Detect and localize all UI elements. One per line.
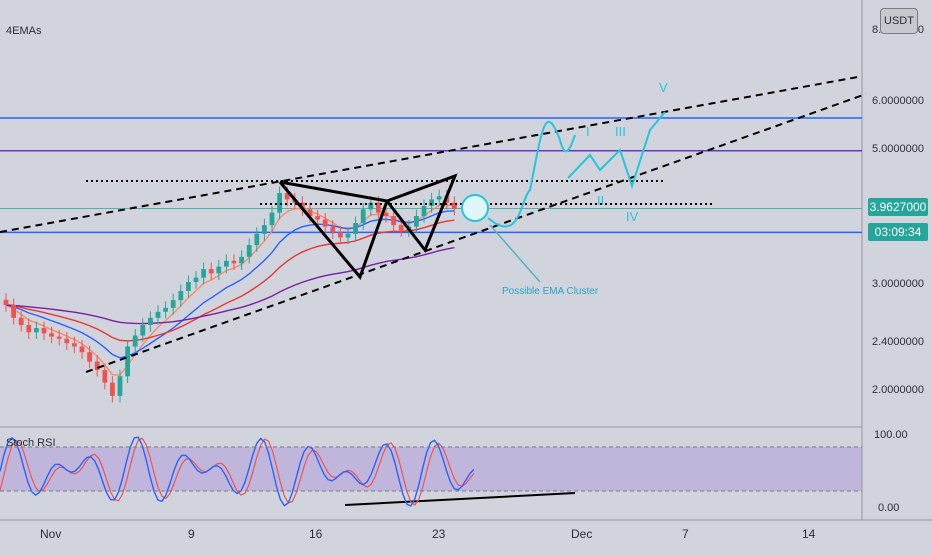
lower-trendline bbox=[85, 93, 867, 373]
time-tick: 16 bbox=[309, 527, 323, 541]
time-tick: 9 bbox=[188, 527, 195, 541]
elliott-wave-projection bbox=[567, 111, 666, 190]
candle-body bbox=[140, 324, 146, 336]
projection-path bbox=[487, 120, 576, 228]
candle-body bbox=[79, 346, 85, 353]
candle-body bbox=[436, 196, 442, 200]
ema-cluster-label: Possible EMA Cluster bbox=[502, 286, 599, 297]
candle-body bbox=[87, 352, 92, 362]
candle-body bbox=[26, 324, 32, 333]
candle-body bbox=[277, 193, 282, 213]
candle-body bbox=[414, 216, 419, 227]
candle-body bbox=[239, 256, 244, 264]
pattern-right bbox=[385, 173, 458, 253]
pattern-left bbox=[278, 180, 390, 280]
candle-body bbox=[376, 202, 381, 213]
candle-body bbox=[452, 202, 457, 209]
candle-body bbox=[208, 269, 214, 274]
candle-body bbox=[155, 311, 161, 318]
candle-body bbox=[254, 233, 260, 246]
price-tick: 2.0000000 bbox=[872, 384, 924, 396]
price-tick: 2.4000000 bbox=[872, 336, 924, 348]
upper-trendline bbox=[0, 76, 859, 233]
stoch-k-line bbox=[0, 436, 475, 507]
candle-body bbox=[330, 226, 336, 233]
candle-body bbox=[398, 225, 404, 231]
price-tick: 6.0000000 bbox=[872, 95, 924, 107]
candle-body bbox=[322, 219, 328, 227]
ema-line bbox=[5, 203, 455, 376]
candle-body bbox=[125, 346, 130, 377]
wave-label-5: V bbox=[659, 80, 668, 95]
candle-body bbox=[421, 205, 427, 217]
time-tick: Dec bbox=[571, 527, 592, 541]
time-tick: Nov bbox=[40, 527, 61, 541]
candle-body bbox=[18, 317, 24, 325]
stoch-tick: 100.00 bbox=[874, 429, 908, 441]
candle-body bbox=[300, 202, 305, 210]
candle-body bbox=[34, 328, 39, 333]
candle-body bbox=[117, 376, 123, 396]
candle-body bbox=[132, 335, 138, 347]
candle-body bbox=[429, 199, 434, 206]
stoch-divergence-line bbox=[344, 492, 576, 506]
candle-body bbox=[345, 233, 351, 238]
candle-body bbox=[94, 361, 100, 371]
price-tick: 5.0000000 bbox=[872, 143, 924, 155]
time-tick: 14 bbox=[802, 527, 816, 541]
stoch-tick: 0.00 bbox=[878, 502, 899, 514]
candle-body bbox=[72, 343, 77, 347]
candle-body bbox=[3, 299, 9, 305]
candle-body bbox=[391, 216, 396, 226]
candle-body bbox=[383, 212, 389, 217]
wave-label-3: III bbox=[615, 124, 626, 139]
current-price-badge: 3.9627000 bbox=[868, 198, 928, 216]
candle-body bbox=[56, 336, 62, 339]
candle-body bbox=[269, 212, 275, 226]
candle-body bbox=[170, 300, 176, 308]
ema-cluster-circle bbox=[461, 194, 489, 222]
candle-body bbox=[368, 202, 374, 210]
candle-body bbox=[216, 266, 222, 274]
stoch-d-line bbox=[0, 437, 475, 506]
price-tick: 3.0000000 bbox=[872, 278, 924, 290]
indicator-label: 4EMAs bbox=[6, 25, 42, 37]
candle-body bbox=[315, 216, 320, 220]
candle-body bbox=[360, 209, 366, 224]
candle-body bbox=[178, 290, 184, 301]
candle-body bbox=[148, 317, 153, 325]
candle-body bbox=[110, 382, 115, 396]
candle-body bbox=[102, 370, 108, 383]
candle-body bbox=[49, 333, 54, 337]
time-tick: 23 bbox=[432, 527, 446, 541]
candle-body bbox=[246, 245, 252, 257]
stoch-title: Stoch RSI bbox=[6, 437, 56, 449]
currency-button[interactable]: USDT bbox=[880, 8, 918, 34]
time-tick: 7 bbox=[682, 527, 689, 541]
candle-body bbox=[11, 304, 16, 318]
candle-countdown: 03:09:34 bbox=[868, 223, 928, 241]
candle-body bbox=[163, 307, 168, 312]
ema-cluster-pointer bbox=[489, 224, 541, 283]
wave-label-2: II bbox=[597, 193, 604, 208]
ema-line bbox=[5, 246, 455, 325]
candle-body bbox=[307, 209, 313, 217]
ema-line bbox=[5, 219, 455, 342]
candle-body bbox=[338, 232, 343, 238]
candle-body bbox=[186, 282, 191, 291]
wave-label-1: I bbox=[586, 124, 590, 139]
candle-body bbox=[201, 269, 206, 278]
candle-body bbox=[231, 260, 237, 264]
wave-label-4: IV bbox=[626, 209, 639, 224]
candle-body bbox=[353, 223, 358, 234]
candle-body bbox=[193, 277, 199, 282]
candle-body bbox=[41, 328, 47, 334]
candle-body bbox=[262, 225, 267, 234]
candle-body bbox=[284, 193, 290, 200]
candle-body bbox=[224, 260, 229, 267]
candle-body bbox=[64, 338, 70, 344]
